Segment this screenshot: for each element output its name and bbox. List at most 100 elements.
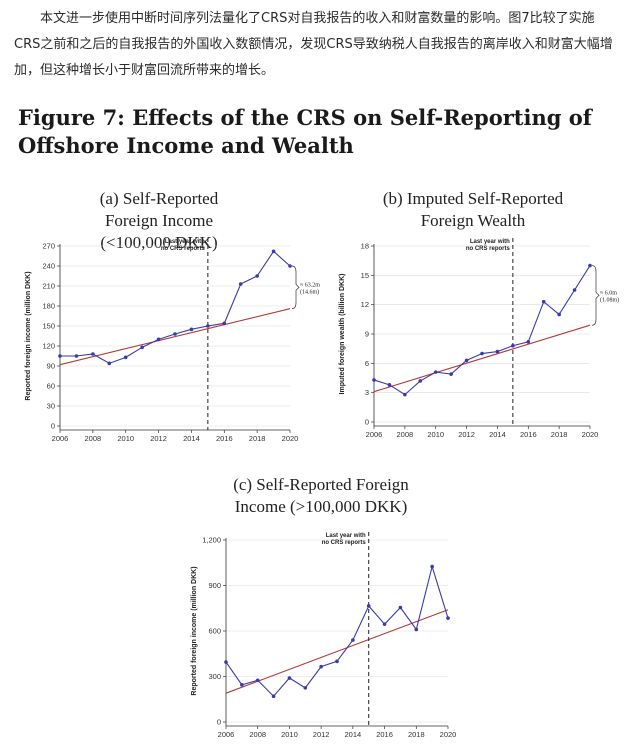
chart-title: (c) Self-Reported Foreign Income (>100,0… <box>233 475 409 516</box>
data-point <box>430 564 434 569</box>
data-point <box>156 337 161 342</box>
x-tick-label: 2006 <box>52 434 69 443</box>
data-point <box>303 686 308 690</box>
effect-bracket <box>591 265 600 326</box>
data-point <box>398 605 403 610</box>
x-tick-label: 2008 <box>397 430 414 439</box>
cutoff-label: Last year with <box>326 533 366 539</box>
data-point <box>351 638 355 642</box>
x-tick-label: 2018 <box>551 430 568 439</box>
x-tick-label: 2010 <box>281 730 298 739</box>
data-point <box>189 327 194 332</box>
y-tick-label: 0 <box>51 422 55 431</box>
x-tick-label: 2016 <box>520 430 537 439</box>
y-axis-label: Imputed foreign wealth (billion DKK) <box>339 274 346 395</box>
bracket-label: (14.6m) <box>300 288 319 295</box>
bracket-label: ≈ 63.2m <box>300 282 320 288</box>
x-tick-label: 2014 <box>183 434 200 443</box>
x-tick-label: 2018 <box>249 434 266 443</box>
data-point <box>173 332 177 336</box>
data-point <box>446 616 450 620</box>
chart-a-svg: 0 30 60 90 120 150 180 210 240 270 2006 2008 2010 201… <box>25 238 320 443</box>
y-tick-label: 30 <box>47 402 55 411</box>
data-point <box>319 664 323 669</box>
x-tick-label: 2020 <box>282 434 299 443</box>
data-point <box>222 321 227 326</box>
series-line <box>373 265 591 396</box>
data-point <box>387 383 392 387</box>
data-point <box>238 282 243 286</box>
x-tick-label: 2016 <box>376 730 393 739</box>
data-point <box>541 299 546 304</box>
x-tick-label: 2006 <box>366 430 383 439</box>
data-point <box>382 622 387 626</box>
x-tick-label: 2010 <box>117 434 134 443</box>
cutoff-label: Last year with <box>165 239 205 245</box>
y-tick-label: 300 <box>208 672 221 681</box>
data-point <box>140 345 144 350</box>
bracket-label: (1.08m) <box>600 296 619 303</box>
series-line <box>60 250 291 364</box>
x-tick-label: 2014 <box>345 730 362 739</box>
trend-line <box>373 324 591 393</box>
data-point <box>526 340 531 344</box>
data-point <box>91 352 95 356</box>
chart-title: (a) Self-Reported Foreign Income (<100,0… <box>99 189 219 252</box>
cutoff-label: Last year with <box>470 239 510 245</box>
chart-title: (b) Imputed Self-Reported Foreign Wealth <box>382 189 564 230</box>
data-point <box>255 274 259 278</box>
y-tick-label: 12 <box>361 300 369 309</box>
chart-panel-a: (a) Self-Reported Foreign Income (<100,0… <box>14 186 320 450</box>
y-tick-label: 1,200 <box>202 536 221 545</box>
chart-panel-b: (b) Imputed Self-Reported Foreign Wealth… <box>328 186 619 450</box>
y-tick-label: 240 <box>42 262 55 271</box>
y-tick-label: 6 <box>365 359 369 368</box>
data-point <box>271 249 276 254</box>
data-point <box>107 361 112 366</box>
data-point <box>123 355 128 360</box>
x-tick-label: 2012 <box>313 730 330 739</box>
chart-c-svg: 0 300 600 900 1,200 2006 2008 2010 2012 2014 2016 2… <box>191 532 456 739</box>
data-point <box>418 379 423 383</box>
data-point <box>372 378 376 382</box>
data-point <box>572 288 577 292</box>
bracket-label: ≈ 6.0m <box>600 290 617 296</box>
x-tick-label: 2016 <box>216 434 233 443</box>
data-point <box>287 676 292 680</box>
data-point <box>271 694 276 699</box>
x-tick-label: 2008 <box>85 434 102 443</box>
y-axis-label: Reported foreign income (million DKK) <box>191 566 198 695</box>
y-tick-label: 900 <box>208 581 221 590</box>
y-tick-label: 150 <box>42 322 55 331</box>
data-point <box>495 349 500 354</box>
data-point <box>240 683 244 687</box>
y-tick-label: 180 <box>42 302 55 311</box>
x-tick-label: 2018 <box>408 730 425 739</box>
data-point <box>588 263 592 268</box>
cutoff-label: no CRS reports <box>161 246 206 252</box>
y-tick-label: 120 <box>42 342 55 351</box>
trend-line <box>225 609 449 694</box>
chart-b-svg: 0 3 6 9 12 15 18 2006 2008 2010 2012 2014 2016 2018 20… <box>339 238 619 439</box>
data-point <box>255 678 260 683</box>
y-tick-label: 600 <box>208 627 221 636</box>
y-tick-label: 210 <box>42 282 55 291</box>
x-tick-label: 2008 <box>249 730 266 739</box>
data-point <box>511 343 515 348</box>
data-point <box>449 372 453 376</box>
data-point <box>335 659 339 664</box>
y-tick-label: 90 <box>47 362 55 371</box>
data-point <box>206 324 210 328</box>
data-point <box>58 354 62 358</box>
y-tick-label: 3 <box>365 388 369 397</box>
x-tick-label: 2012 <box>150 434 167 443</box>
y-tick-label: 0 <box>217 718 221 727</box>
data-point <box>74 354 79 358</box>
data-point <box>403 392 407 397</box>
data-point <box>366 604 371 608</box>
data-point <box>288 264 292 268</box>
x-tick-label: 2006 <box>218 730 235 739</box>
y-tick-label: 9 <box>365 330 369 339</box>
data-point <box>557 312 561 317</box>
y-tick-label: 0 <box>365 418 369 427</box>
